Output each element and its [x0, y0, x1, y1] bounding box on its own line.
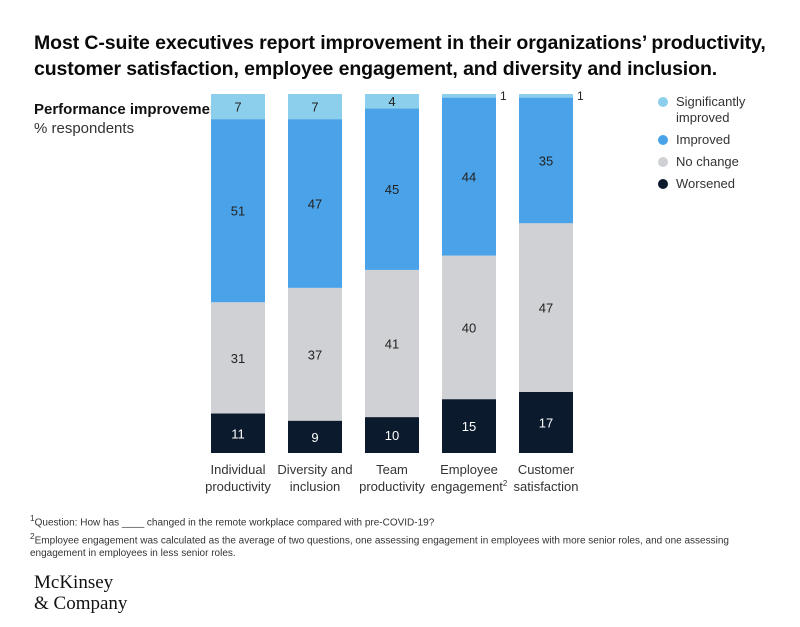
data-label: 9 — [311, 430, 318, 445]
data-label: 15 — [462, 419, 476, 434]
y-axis-unit: % respondents — [34, 120, 135, 137]
category-label: Diversity and — [277, 462, 352, 477]
data-label: 41 — [385, 337, 399, 352]
bar-segment-worsened — [365, 417, 419, 453]
bar-segment-no-change — [519, 223, 573, 392]
data-label: 47 — [539, 301, 553, 316]
data-label: 10 — [385, 428, 399, 443]
footnote-1: 1Question: How has ____ changed in the r… — [30, 512, 770, 529]
bar-segment-worsened — [519, 391, 573, 453]
bar-segment-no-change — [288, 287, 342, 421]
legend-swatch — [658, 97, 668, 107]
category-label: engagement2 — [431, 479, 508, 494]
data-label: 1 — [500, 89, 507, 103]
data-label: 37 — [308, 347, 322, 362]
data-label: 40 — [462, 320, 476, 335]
data-label: 35 — [539, 153, 553, 168]
bar-segment-improved — [365, 108, 419, 270]
bar-segment-no-change — [365, 269, 419, 418]
y-axis-label-text: Performance improvement, — [34, 101, 229, 118]
bar-segment-significantly-improved — [211, 94, 265, 120]
bar-segment-improved — [442, 97, 496, 256]
bar-segment-no-change — [211, 302, 265, 414]
legend-label-line: Improved — [676, 132, 731, 147]
data-label: 4 — [388, 94, 395, 109]
data-label: 7 — [234, 100, 241, 115]
footnote-marker: 1 — [30, 513, 35, 523]
data-label: 44 — [462, 170, 476, 185]
legend: Significantly improved Improved No chang… — [658, 94, 745, 198]
footnote-text: Question: How has ____ changed in the re… — [34, 517, 435, 529]
chart-title: Most C-suite executives report improveme… — [34, 32, 766, 80]
bar-segment-significantly-improved — [442, 94, 496, 98]
logo-line-2: & Company — [34, 593, 128, 614]
mckinsey-logo: McKinsey & Company — [34, 572, 127, 614]
category-label: satisfaction — [513, 479, 578, 494]
legend-label-line: No change — [676, 154, 739, 169]
legend-label-line: Significantly — [676, 94, 746, 109]
legend-item-no-change: No change — [658, 154, 745, 170]
category-label: Employee — [440, 462, 498, 477]
data-label: 1 — [577, 89, 584, 103]
legend-swatch — [658, 179, 668, 189]
bar-segment-improved — [288, 119, 342, 288]
bar-segment-improved — [519, 97, 573, 224]
legend-item-worsened: Worsened — [658, 176, 745, 192]
legend-label-line: Worsened — [676, 176, 736, 191]
bar-segment-worsened — [211, 413, 265, 453]
footnote-marker: 2 — [30, 531, 35, 542]
category-footnote-ref: 2 — [503, 479, 508, 488]
legend-swatch — [658, 135, 668, 145]
category-label: inclusion — [290, 479, 341, 494]
category-label: Customer — [518, 462, 575, 477]
legend-label-line: improved — [676, 110, 730, 125]
bar-segment-no-change — [442, 255, 496, 400]
footnote-text: Employee engagement was calculated as th… — [30, 535, 729, 559]
category-label: productivity — [205, 479, 271, 494]
data-label: 31 — [231, 351, 245, 366]
legend-swatch — [658, 157, 668, 167]
bar-segment-significantly-improved — [288, 94, 342, 120]
footnote-2: 2Employee engagement was calculated as t… — [30, 530, 770, 559]
category-label: productivity — [359, 479, 425, 494]
data-label: 11 — [231, 426, 245, 441]
legend-item-improved: Improved — [658, 132, 745, 148]
data-label: 17 — [539, 415, 553, 430]
category-label: Team — [376, 462, 408, 477]
bar-segment-worsened — [288, 420, 342, 453]
data-label: 47 — [308, 196, 322, 211]
category-label: Individual — [211, 462, 266, 477]
data-label: 45 — [385, 182, 399, 197]
logo-line-1: McKinsey — [34, 572, 114, 593]
bar-segment-significantly-improved — [365, 94, 419, 109]
legend-item-significantly-improved: Significantly improved — [658, 94, 745, 126]
footnotes: 1Question: How has ____ changed in the r… — [30, 512, 770, 561]
data-label: 51 — [231, 204, 245, 219]
data-label: 7 — [311, 100, 318, 115]
bar-segment-significantly-improved — [519, 94, 573, 98]
bar-segment-worsened — [442, 399, 496, 453]
bar-segment-improved — [211, 119, 265, 303]
